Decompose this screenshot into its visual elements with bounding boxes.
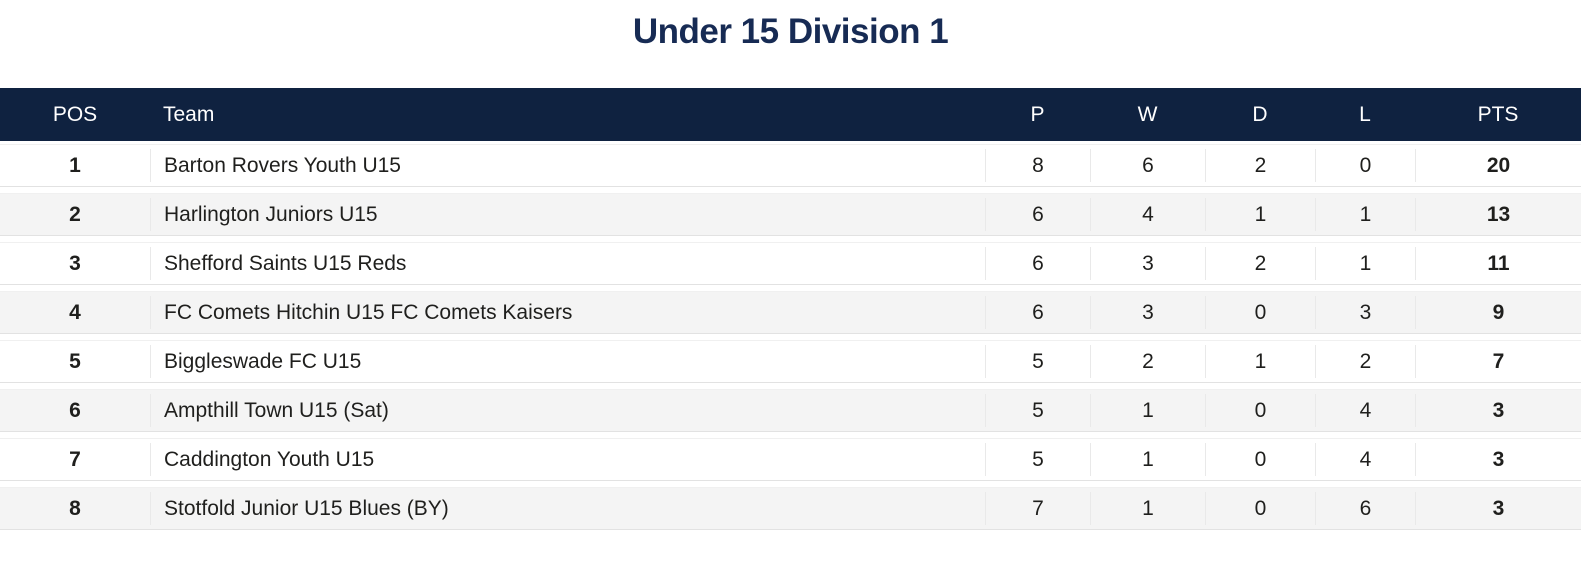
- played-cell: 6: [985, 296, 1090, 329]
- header-played: P: [1030, 102, 1045, 126]
- position-cell: 8: [69, 496, 81, 520]
- table-row: 7 Caddington Youth U15 5 1 0 4 3: [0, 438, 1581, 481]
- table-header-row: POS Team P W D L PTS: [0, 88, 1581, 141]
- won-cell: 3: [1090, 296, 1205, 329]
- played-cell: 8: [985, 149, 1090, 182]
- played-cell: 5: [985, 443, 1090, 476]
- table-row: 5 Biggleswade FC U15 5 2 1 2 7: [0, 340, 1581, 383]
- drawn-cell: 1: [1205, 198, 1315, 231]
- points-cell: 7: [1415, 345, 1581, 378]
- team-name: Barton Rovers Youth U15: [150, 149, 985, 182]
- points-cell: 9: [1415, 296, 1581, 329]
- league-standings-table: POS Team P W D L PTS 1 Barton Rovers You…: [0, 88, 1581, 530]
- team-name: Biggleswade FC U15: [150, 345, 985, 378]
- header-lost: L: [1359, 102, 1371, 126]
- points-cell: 3: [1415, 394, 1581, 427]
- played-cell: 7: [985, 492, 1090, 525]
- table-row: 6 Ampthill Town U15 (Sat) 5 1 0 4 3: [0, 389, 1581, 432]
- played-cell: 5: [985, 345, 1090, 378]
- team-name: FC Comets Hitchin U15 FC Comets Kaisers: [150, 296, 985, 329]
- team-name: Ampthill Town U15 (Sat): [150, 394, 985, 427]
- won-cell: 6: [1090, 149, 1205, 182]
- drawn-cell: 0: [1205, 394, 1315, 427]
- position-cell: 7: [69, 447, 81, 471]
- drawn-cell: 0: [1205, 443, 1315, 476]
- team-name: Stotfold Junior U15 Blues (BY): [150, 492, 985, 525]
- lost-cell: 2: [1315, 345, 1415, 378]
- table-row: 1 Barton Rovers Youth U15 8 6 2 0 20: [0, 144, 1581, 187]
- team-name: Shefford Saints U15 Reds: [150, 247, 985, 280]
- drawn-cell: 0: [1205, 296, 1315, 329]
- points-cell: 3: [1415, 492, 1581, 525]
- header-pos: POS: [52, 102, 98, 126]
- table-row: 2 Harlington Juniors U15 6 4 1 1 13: [0, 193, 1581, 236]
- lost-cell: 1: [1315, 198, 1415, 231]
- position-cell: 3: [69, 251, 81, 275]
- drawn-cell: 1: [1205, 345, 1315, 378]
- position-cell: 1: [69, 153, 81, 177]
- position-cell: 4: [69, 300, 81, 324]
- won-cell: 4: [1090, 198, 1205, 231]
- header-drawn: D: [1252, 102, 1268, 126]
- won-cell: 2: [1090, 345, 1205, 378]
- table-row: 3 Shefford Saints U15 Reds 6 3 2 1 11: [0, 242, 1581, 285]
- table-row: 8 Stotfold Junior U15 Blues (BY) 7 1 0 6…: [0, 487, 1581, 530]
- page-title: Under 15 Division 1: [632, 12, 949, 51]
- won-cell: 1: [1090, 492, 1205, 525]
- lost-cell: 0: [1315, 149, 1415, 182]
- points-cell: 11: [1415, 247, 1581, 280]
- points-cell: 20: [1415, 149, 1581, 182]
- position-cell: 5: [69, 349, 81, 373]
- lost-cell: 3: [1315, 296, 1415, 329]
- header-team: Team: [163, 102, 215, 126]
- header-won: W: [1137, 102, 1158, 126]
- drawn-cell: 2: [1205, 247, 1315, 280]
- lost-cell: 4: [1315, 443, 1415, 476]
- points-cell: 3: [1415, 443, 1581, 476]
- played-cell: 6: [985, 198, 1090, 231]
- team-name: Harlington Juniors U15: [150, 198, 985, 231]
- drawn-cell: 0: [1205, 492, 1315, 525]
- lost-cell: 4: [1315, 394, 1415, 427]
- points-cell: 13: [1415, 198, 1581, 231]
- won-cell: 3: [1090, 247, 1205, 280]
- played-cell: 5: [985, 394, 1090, 427]
- drawn-cell: 2: [1205, 149, 1315, 182]
- won-cell: 1: [1090, 443, 1205, 476]
- lost-cell: 1: [1315, 247, 1415, 280]
- played-cell: 6: [985, 247, 1090, 280]
- header-points: PTS: [1477, 102, 1519, 126]
- position-cell: 6: [69, 398, 81, 422]
- won-cell: 1: [1090, 394, 1205, 427]
- table-row: 4 FC Comets Hitchin U15 FC Comets Kaiser…: [0, 291, 1581, 334]
- team-name: Caddington Youth U15: [150, 443, 985, 476]
- position-cell: 2: [69, 202, 81, 226]
- lost-cell: 6: [1315, 492, 1415, 525]
